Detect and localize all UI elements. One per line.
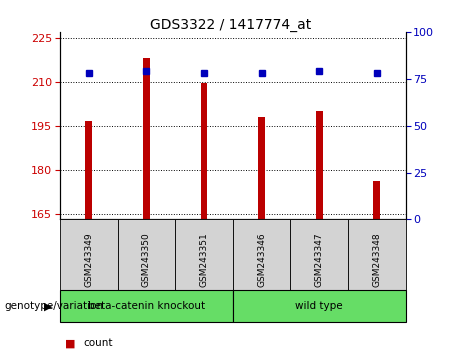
Text: count: count [83,338,112,348]
Text: ■: ■ [65,338,75,348]
Bar [316,111,323,219]
Bar [258,117,265,219]
Text: genotype/variation: genotype/variation [5,301,104,311]
Text: GSM243346: GSM243346 [257,232,266,287]
Text: GSM243347: GSM243347 [315,232,324,287]
Bar [143,58,150,219]
Text: ▶: ▶ [44,301,53,311]
Text: beta-catenin knockout: beta-catenin knockout [88,301,205,311]
Bar [85,121,92,219]
Text: GSM243348: GSM243348 [372,232,381,287]
Bar [201,83,207,219]
Text: GSM243350: GSM243350 [142,232,151,287]
Text: GSM243349: GSM243349 [84,232,93,287]
Text: GSM243351: GSM243351 [200,232,208,287]
Bar [373,181,380,219]
Text: GDS3322 / 1417774_at: GDS3322 / 1417774_at [150,18,311,32]
Text: wild type: wild type [296,301,343,311]
